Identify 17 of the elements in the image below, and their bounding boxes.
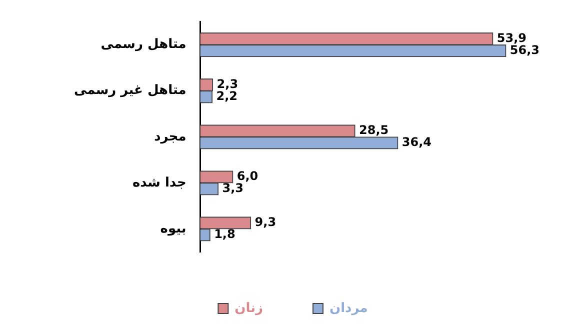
data-label: 53,9	[496, 30, 526, 45]
data-label: 28,5	[359, 123, 389, 138]
y-tick-label: بیوه	[160, 221, 186, 236]
data-label: 2,3	[216, 76, 238, 91]
data-label: 1,8	[214, 227, 236, 242]
data-label: 56,3	[510, 42, 540, 57]
data-label: 9,3	[254, 215, 276, 230]
y-tick-label: جدا شده	[132, 175, 186, 190]
data-label: 3,3	[222, 181, 244, 196]
legend-label: زنان	[234, 300, 263, 316]
legend-label: مردان	[329, 300, 368, 316]
y-tick-label: متاهل غیر رسمی	[74, 83, 186, 98]
data-label: 2,2	[216, 88, 238, 103]
y-tick-label: مجرد	[154, 129, 186, 144]
y-tick-label: متاهل رسمی	[100, 37, 186, 52]
data-label: 36,4	[402, 135, 432, 150]
data-label: 6,0	[236, 169, 258, 184]
